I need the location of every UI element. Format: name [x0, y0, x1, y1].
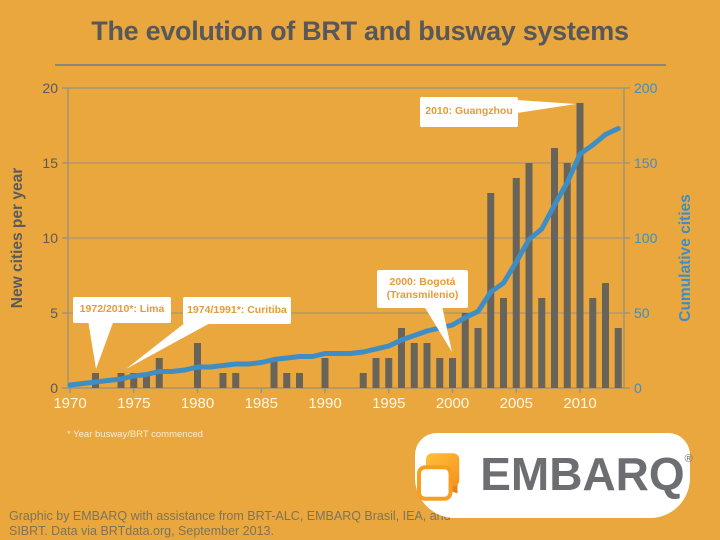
- bar-2001: [461, 313, 469, 388]
- bar-2008: [551, 148, 558, 388]
- bar-2010: [576, 103, 584, 388]
- x-tick-label-1980: 1980: [181, 395, 214, 412]
- bar-1993: [359, 373, 367, 388]
- bar-2004: [500, 298, 507, 388]
- callout-guangzhou-label: 2010: Guangzhou: [425, 105, 513, 118]
- embarq-wordmark: EMBARQ: [480, 447, 685, 500]
- bar-2006: [525, 163, 533, 388]
- bar-1988: [296, 373, 303, 388]
- right-tick-label-150: 150: [634, 155, 658, 171]
- right-tick-label-100: 100: [634, 230, 658, 246]
- bar-2011: [589, 298, 597, 388]
- title-divider: [55, 64, 666, 66]
- embarq-cube-icon: [417, 452, 460, 501]
- left-tick-label-5: 5: [50, 305, 58, 321]
- right-axis-title: Cumulative cities: [677, 194, 694, 322]
- bar-1976: [143, 373, 150, 388]
- cumulative-cities-line: [67, 126, 621, 388]
- x-tick-label-1995: 1995: [372, 395, 405, 412]
- bar-2012: [602, 283, 609, 388]
- bar-1982: [219, 373, 227, 388]
- bar-1997: [410, 343, 418, 388]
- embarq-logo-box: EMBARQ®: [412, 433, 693, 518]
- callout-guangzhou-pointer: [517, 100, 576, 113]
- credits-text: Graphic by EMBARQ with assistance from B…: [9, 509, 451, 539]
- bar-1994: [372, 358, 380, 388]
- right-tick-label-200: 200: [634, 80, 658, 96]
- bar-1995: [385, 358, 393, 388]
- callout-bogota-line1: 2000: Bogotá: [389, 275, 456, 288]
- left-tick-label-15: 15: [42, 155, 58, 171]
- callout-guangzhou: 2010: Guangzhou: [420, 97, 518, 127]
- callout-bogota-line2: (Transmilenio): [386, 289, 459, 301]
- callout-lima-label: 1972/2010*: Lima: [79, 303, 165, 316]
- footnote-busway-commenced: * Year busway/BRT commenced: [67, 429, 203, 440]
- right-tick-label-50: 50: [634, 305, 650, 321]
- x-tick-label-2000: 2000: [436, 395, 469, 412]
- bar-2007: [538, 298, 546, 388]
- callout-curitiba: 1974/1991*: Curitiba: [183, 297, 291, 324]
- callout-bogota-pointer: [424, 306, 452, 352]
- bar-1996: [398, 328, 405, 388]
- right-tick-label-0: 0: [634, 380, 642, 396]
- left-tick-label-0: 0: [50, 380, 58, 396]
- embarq-logo-text: EMBARQ®: [480, 447, 693, 501]
- x-tick-label-2010: 2010: [563, 395, 596, 412]
- credits-line-1: Graphic by EMBARQ with assistance from B…: [9, 509, 451, 523]
- x-tick-label-1985: 1985: [245, 395, 278, 412]
- page-title: The evolution of BRT and busway systems: [91, 16, 629, 46]
- left-tick-label-10: 10: [42, 230, 58, 246]
- bar-1998: [423, 343, 431, 388]
- callout-lima: 1972/2010*: Lima: [73, 297, 171, 323]
- bar-1983: [232, 373, 240, 388]
- bar-1987: [283, 373, 291, 388]
- bar-2013: [614, 328, 622, 388]
- callout-curitiba-label: 1974/1991*: Curitiba: [187, 303, 287, 316]
- callout-curitiba-pointer: [126, 322, 212, 369]
- x-tick-label-1990: 1990: [308, 395, 341, 412]
- callout-lima-pointer: [88, 320, 114, 369]
- bar-2009: [563, 163, 571, 388]
- bar-2005: [512, 178, 520, 388]
- embarq-logo: EMBARQ®: [412, 448, 693, 504]
- left-tick-label-20: 20: [42, 80, 58, 96]
- bar-1986: [270, 358, 278, 388]
- bar-1975: [130, 373, 138, 388]
- x-tick-label-1970: 1970: [53, 395, 86, 412]
- x-tick-label-1975: 1975: [117, 395, 150, 412]
- left-axis-title: New cities per year: [9, 168, 26, 308]
- bar-2002: [474, 328, 482, 388]
- x-tick-label-2005: 2005: [500, 395, 533, 412]
- registered-mark: ®: [684, 452, 693, 465]
- bar-2000: [449, 358, 456, 388]
- callout-bogota: 2000: Bogotá (Transmilenio): [377, 270, 468, 308]
- bar-1999: [436, 358, 444, 388]
- bar-1990: [321, 358, 329, 388]
- credits-line-2: SIBRT. Data via BRTdata.org, September 2…: [9, 524, 274, 538]
